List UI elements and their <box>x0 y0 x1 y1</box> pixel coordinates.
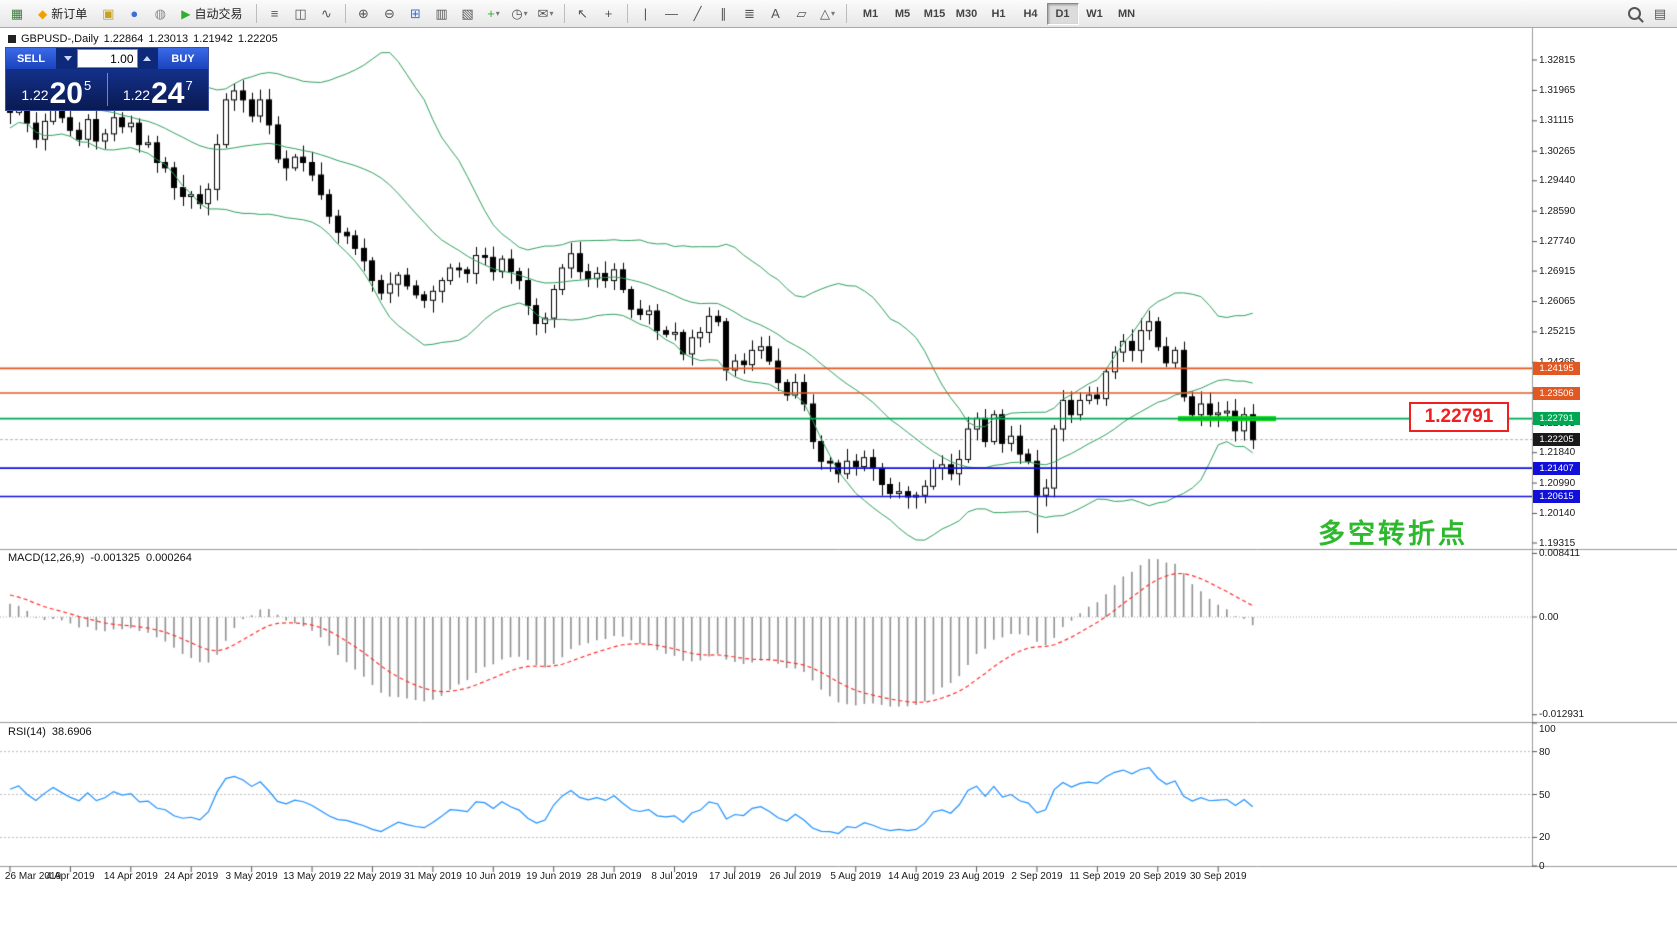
grid-icon[interactable]: ⊞ <box>410 5 421 21</box>
auto-trading-icon: ▶ <box>181 6 191 21</box>
magnifier-glass-icon <box>1627 7 1641 20</box>
template-icon[interactable]: ✉ <box>534 2 558 26</box>
tile-windows-icon[interactable]: ▥ <box>435 5 448 21</box>
crosshair-icon[interactable]: + <box>604 6 613 21</box>
buy-price-big: 24 <box>151 76 185 110</box>
symbol-period-label: GBPUSD-,Daily <box>21 33 99 45</box>
text-icon[interactable]: A <box>771 6 780 21</box>
data-window-icon[interactable]: ◍ <box>154 5 166 21</box>
price-divider <box>106 73 108 106</box>
cursor-icon[interactable]: ↖ <box>577 5 588 21</box>
timeframe-d1[interactable]: D1 <box>1046 2 1079 25</box>
add-indicator-icon[interactable]: + <box>482 2 506 26</box>
chart-mini-icon <box>8 35 16 43</box>
new-chart-icon[interactable]: ▦ <box>10 5 24 21</box>
zoom-in-icon[interactable]: ⊕ <box>358 5 369 21</box>
search-icon[interactable] <box>1622 2 1646 26</box>
macd-label: MACD(12,26,9) -0.001325 0.000264 <box>8 552 192 564</box>
toolbar-separator <box>626 4 628 23</box>
trendline-icon[interactable]: ╱ <box>693 5 702 21</box>
macd-main-value: -0.001325 <box>90 552 140 564</box>
auto-trading-button-label: 自动交易 <box>194 7 243 21</box>
new-order-button[interactable]: ◆ 新订单 <box>31 2 94 26</box>
horizontal-line-icon[interactable]: — <box>665 6 678 21</box>
ohlc-high: 1.23013 <box>148 33 189 45</box>
rsi-name: RSI(14) <box>8 726 46 738</box>
new-order-button-label: 新订单 <box>51 7 88 21</box>
macd-signal-value: 0.000264 <box>145 552 192 564</box>
sell-price-pip: 5 <box>83 78 92 93</box>
sell-price-prefix: 1.22 <box>21 87 49 103</box>
period-icon[interactable]: ◷ <box>508 2 532 26</box>
timeframe-m1[interactable]: M1 <box>862 7 879 20</box>
arrow-label-icon[interactable]: ▱ <box>796 5 807 21</box>
new-order-icon: ◆ <box>38 6 48 21</box>
timeframe-w1[interactable]: W1 <box>1086 7 1103 20</box>
channel-icon[interactable]: ∥ <box>720 5 727 21</box>
toolbar-separator <box>563 4 565 23</box>
toolbar-separator <box>344 4 346 23</box>
top-toolbar: ▦◆新订单▣●◍▶自动交易≡◫∿⊕⊖⊞▥▧+◷✉↖+|—╱∥≣A▱△M1M5M1… <box>0 0 1677 28</box>
rsi-label: RSI(14) 38.6906 <box>8 726 92 738</box>
sell-button[interactable]: SELL <box>6 48 56 69</box>
ohlc-low: 1.21942 <box>193 33 233 45</box>
bar-chart-icon[interactable]: ≡ <box>270 6 279 21</box>
annotation-text[interactable]: 多空转折点 <box>1318 519 1468 549</box>
timeframe-m5[interactable]: M5 <box>894 7 911 20</box>
candlestick-chart-icon[interactable]: ◫ <box>294 5 307 21</box>
sell-price-big: 20 <box>49 76 83 110</box>
timeframe-m30[interactable]: M30 <box>955 7 978 20</box>
fibonacci-icon[interactable]: ≣ <box>744 5 755 21</box>
timeframe-m15[interactable]: M15 <box>923 7 946 20</box>
toolbar-separator <box>845 4 847 23</box>
vertical-line-icon[interactable]: | <box>643 6 648 21</box>
chart-title: GBPUSD-,Daily 1.22864 1.23013 1.21942 1.… <box>8 33 278 45</box>
market-watch-icon[interactable]: ● <box>130 6 139 21</box>
cascade-windows-icon[interactable]: ▧ <box>461 5 474 21</box>
sell-price-display[interactable]: 1.22 20 5 <box>6 69 107 110</box>
buy-price-pip: 7 <box>185 78 193 93</box>
buy-price-prefix: 1.22 <box>122 87 151 103</box>
auto-trading-button[interactable]: ▶ 自动交易 <box>174 2 249 26</box>
volume-input[interactable] <box>76 49 138 68</box>
timeframe-mn[interactable]: MN <box>1117 7 1136 20</box>
price-callout[interactable]: 1.22791 <box>1409 402 1509 432</box>
buy-price-display[interactable]: 1.22 24 7 <box>108 69 209 110</box>
zoom-out-icon[interactable]: ⊖ <box>384 5 395 21</box>
one-click-trade-panel: SELL BUY 1.22 20 5 1.22 24 7 <box>5 47 209 111</box>
triangle-up-icon <box>142 56 151 61</box>
ohlc-close: 1.22205 <box>237 33 278 45</box>
timeframe-h4[interactable]: H4 <box>1023 7 1038 20</box>
timeframe-group: M1 M5 M15 M30 H1 H4 D1 W1 MN <box>855 2 1143 25</box>
ohlc-open: 1.22864 <box>103 33 144 45</box>
chart-profile-icon[interactable]: ▣ <box>102 5 115 21</box>
volume-increase-button[interactable] <box>141 52 153 66</box>
triangle-down-icon <box>63 56 72 61</box>
macd-name: MACD(12,26,9) <box>8 552 85 564</box>
rsi-value: 38.6906 <box>51 726 92 738</box>
volume-decrease-button[interactable] <box>62 52 74 66</box>
toolbar-separator <box>255 4 257 23</box>
quick-settings-icon[interactable]: ▤ <box>1653 5 1667 21</box>
timeframe-h1[interactable]: H1 <box>991 7 1006 20</box>
shapes-icon[interactable]: △ <box>816 2 840 26</box>
line-chart-icon[interactable]: ∿ <box>321 5 332 21</box>
buy-button[interactable]: BUY <box>158 48 208 69</box>
